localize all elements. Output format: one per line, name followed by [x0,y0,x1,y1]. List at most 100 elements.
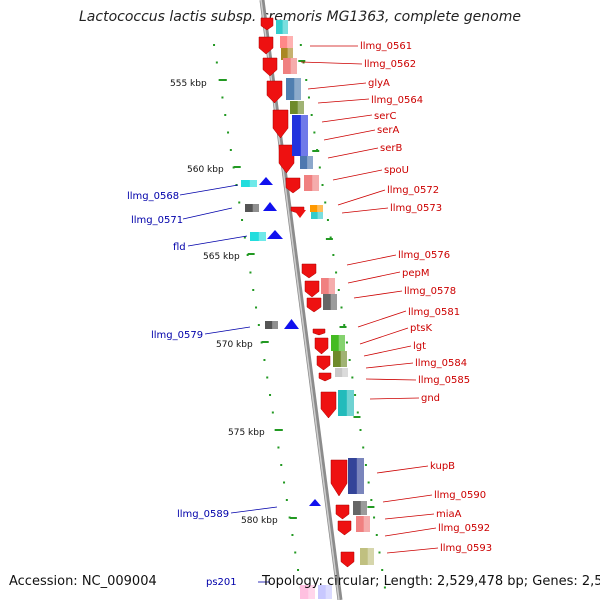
gene-features [241,17,374,599]
forward-cds-arrow [340,551,355,568]
feature-box [304,175,319,191]
gene-label[interactable]: fld [173,242,186,253]
gene-label[interactable]: llmg_0561 [360,41,412,52]
gene-label[interactable]: llmg_0579 [151,330,203,341]
feature-box [300,585,315,599]
reverse-cds-arrow [263,202,277,211]
feature-box [292,115,308,156]
ring-dot [294,551,297,554]
leader-line [230,506,278,514]
leader-line [337,189,386,206]
scale-label: 570 kbp [216,340,253,350]
ring-dot [221,96,224,99]
feature-box [360,548,374,565]
leader-line [327,147,379,159]
leader-line [357,310,407,328]
feature-shade [282,20,288,34]
ring-dot [227,131,230,134]
leader-line [369,397,420,400]
leader-line [376,465,429,474]
gene-label[interactable]: llmg_0562 [364,59,416,70]
leader-line [384,527,437,537]
scale-tick [325,238,333,240]
ring-dot [313,131,316,134]
ring-dot [280,464,283,466]
feature-box [276,20,288,34]
gene-label[interactable]: serC [374,111,396,122]
gene-label[interactable]: llmg_0585 [418,375,470,386]
feature-shade [300,115,308,156]
leader-line [353,290,403,299]
leader-line [382,494,433,503]
ring-dot [215,61,218,64]
feature-shade [317,212,323,219]
feature-shade [294,78,301,100]
feature-box [333,351,347,367]
leader-line [365,378,417,381]
gene-label[interactable]: spoU [384,165,409,176]
gene-label[interactable]: ps201 [206,577,237,588]
forward-cds-arrow [266,80,283,104]
gene-label[interactable]: miaA [436,509,462,520]
feature-box [318,585,332,599]
gene-label[interactable]: llmg_0581 [408,307,460,318]
gene-label[interactable]: llmg_0590 [434,490,486,501]
gene-label[interactable]: llmg_0592 [438,523,490,534]
forward-cds-arrow [258,36,274,55]
feature-box [323,294,337,310]
feature-box [356,516,370,532]
scale-tick [219,79,227,81]
gene-label[interactable]: llmg_0564 [371,95,423,106]
gene-label[interactable]: llmg_0589 [177,509,229,520]
gene-label[interactable]: serA [377,125,399,136]
ring-dot [356,411,359,414]
forward-cds-arrow [314,337,329,355]
gene-label[interactable]: llmg_0593 [440,543,492,554]
feature-shade [272,321,278,329]
gene-label[interactable]: llmg_0568 [127,191,179,202]
feature-shade [307,156,313,169]
ring-dot [329,236,332,239]
feature-box [286,78,301,100]
feature-box [250,232,266,241]
ring-dot [229,149,232,151]
feature-shade [338,335,345,351]
forward-cds-arrow [262,57,278,77]
gene-label[interactable]: llmg_0573 [390,203,442,214]
gene-label[interactable]: pepM [402,268,429,279]
ring-dot [326,219,329,221]
gene-label[interactable]: llmg_0572 [387,185,439,196]
gene-label[interactable]: ptsK [410,323,432,334]
gene-label[interactable]: llmg_0576 [398,250,450,261]
ring-dot [383,586,386,589]
leader-line [323,129,376,141]
feature-shade [287,36,293,48]
gene-label[interactable]: kupB [430,461,455,472]
ring-dot [291,534,294,536]
feature-shade [252,204,259,212]
ring-dot [351,376,354,379]
gene-label[interactable]: llmg_0578 [404,286,456,297]
scale-label: 575 kbp [228,428,265,438]
feature-shade [328,278,335,294]
ring-dot [263,359,266,361]
leader-line [179,184,239,196]
feature-shade [317,205,323,212]
feature-box [283,58,297,74]
ring-dot [318,166,321,169]
reverse-cds-arrow [284,319,299,329]
scale-tick [247,253,255,255]
feature-box [290,101,304,114]
gene-label[interactable]: llmg_0571 [131,215,183,226]
gene-label[interactable]: glyA [368,78,390,89]
ring-dot [271,411,274,414]
feature-shade [356,458,364,494]
gene-label[interactable]: gnd [421,393,440,404]
gene-label[interactable]: lgt [413,341,426,352]
ring-dot [218,79,221,81]
gene-label[interactable]: serB [380,143,402,154]
gene-label[interactable]: llmg_0584 [415,358,467,369]
scale-tick [233,166,241,168]
ring-dot [348,359,351,361]
ring-dot [367,481,370,484]
